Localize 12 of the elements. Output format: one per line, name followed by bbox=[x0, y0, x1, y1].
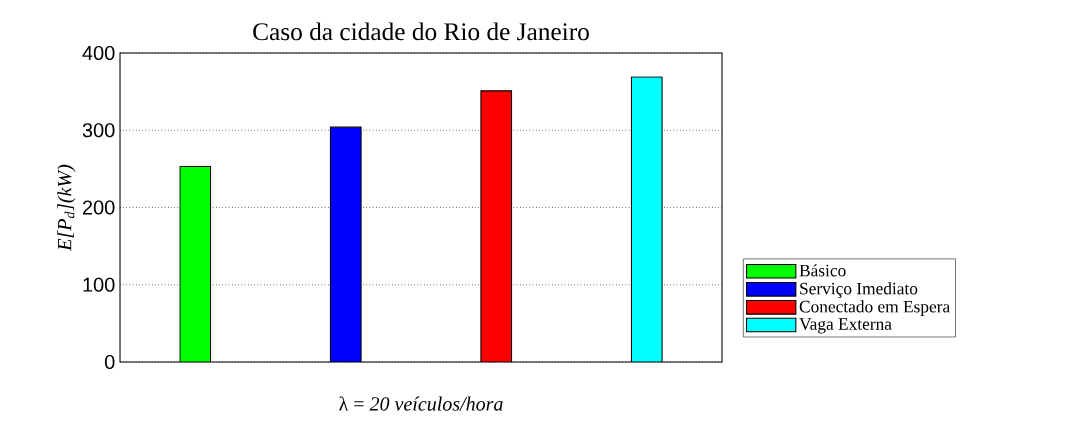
legend-label: Básico bbox=[799, 264, 846, 277]
y-tick-label: 0 bbox=[104, 354, 115, 370]
chart-title: Caso da cidade do Rio de Janeiro bbox=[253, 22, 589, 41]
y-tick-label: 200 bbox=[82, 200, 115, 215]
y-tick-label: 400 bbox=[82, 45, 115, 61]
text: E[P$_{d}$](kW) bbox=[57, 164, 76, 251]
x-axis-title: λ = 20 veículos/hora bbox=[339, 396, 503, 411]
legend-label: Serviço Imediato bbox=[800, 282, 918, 298]
legend-label: Vaga Externa bbox=[799, 318, 892, 334]
y-tick-label: 300 bbox=[82, 123, 115, 138]
y-tick-label: 100 bbox=[83, 277, 115, 292]
legend-label: Conectado em Espera bbox=[799, 300, 950, 316]
